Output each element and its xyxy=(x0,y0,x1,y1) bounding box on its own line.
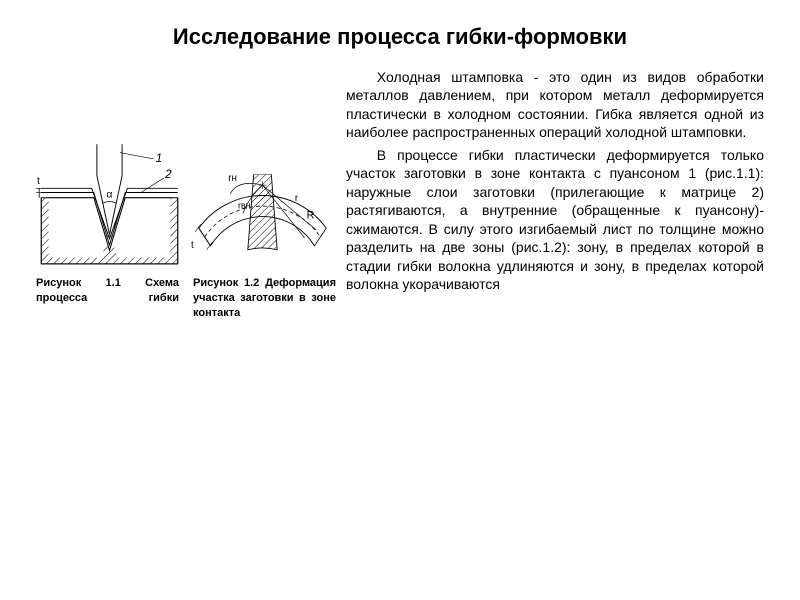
label-r: r xyxy=(295,193,299,204)
deformation-zone-diagram: R r rн rвн t xyxy=(189,140,336,258)
label-rn: rн xyxy=(228,173,237,184)
figure-1-1: t α r 1 2 xyxy=(36,140,183,266)
page-title: Исследование процесса гибки-формовки xyxy=(36,24,764,50)
label-t: t xyxy=(191,240,194,251)
label-2: 2 xyxy=(164,169,172,181)
figures-row: t α r 1 2 xyxy=(36,140,336,266)
paragraph-2: В процессе гибки пластически деформирует… xyxy=(346,146,764,294)
label-R: R xyxy=(307,209,315,221)
left-column: t α r 1 2 xyxy=(36,68,336,321)
label-1: 1 xyxy=(156,153,162,165)
label-alpha: α xyxy=(106,189,112,201)
right-column: Холодная штамповка - это один из видов о… xyxy=(346,68,764,321)
label-r: r xyxy=(114,220,117,231)
figure-1-2: R r rн rвн t xyxy=(189,140,336,266)
paragraph-1: Холодная штамповка - это один из видов о… xyxy=(346,68,764,142)
slide: Исследование процесса гибки-формовки xyxy=(0,0,800,600)
captions-row: Рисунок 1.1 Схема процесса гибки Рисунок… xyxy=(36,276,336,321)
label-rvn: rвн xyxy=(238,201,251,211)
label-t: t xyxy=(37,175,40,187)
caption-1-2: Рисунок 1.2 Деформация участка заготовки… xyxy=(193,276,336,321)
caption-1-1: Рисунок 1.1 Схема процесса гибки xyxy=(36,276,179,321)
bending-scheme-diagram: t α r 1 2 xyxy=(36,140,183,266)
content-columns: t α r 1 2 xyxy=(36,68,764,321)
